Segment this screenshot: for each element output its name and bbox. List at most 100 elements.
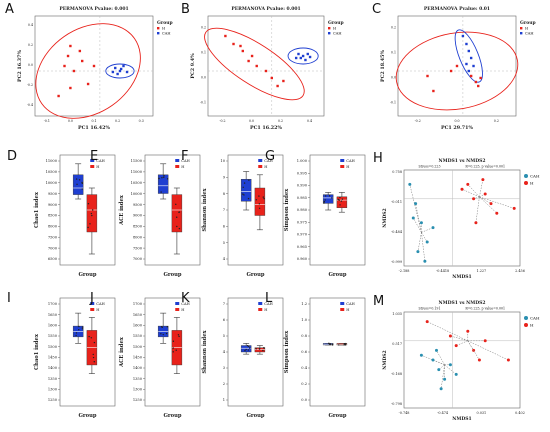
- legend-label-cah: CAH: [346, 159, 354, 163]
- y-tick-label: 0.0: [301, 398, 307, 402]
- y-tick-label: 6500: [48, 257, 58, 261]
- x-axis-label: PC1 16.42%: [78, 125, 110, 131]
- box-h-jitter-point: [258, 203, 261, 205]
- spider-line-h: [467, 184, 480, 198]
- box-cah-jitter-point: [166, 326, 169, 328]
- box-h-jitter-point: [337, 198, 339, 201]
- point-cah: [411, 216, 415, 220]
- y-tick-label: 8000: [48, 225, 58, 229]
- legend-label-cah: CAH: [333, 32, 341, 36]
- boxplot-panel-l: L 1.2 1.0 0.8 0.6 0.4 0.2 0.0 Simpson index Group…: [265, 291, 366, 419]
- point-cah: [408, 182, 412, 186]
- x-tick-label: -2.188: [399, 269, 410, 273]
- y-tick-label: 1350: [48, 377, 58, 381]
- point-h: [432, 89, 435, 93]
- point-h: [250, 54, 254, 58]
- point-h: [469, 74, 473, 78]
- plot-title: PERMANOVA Pvalue: 0.01: [424, 6, 490, 12]
- point-cah: [419, 353, 423, 357]
- box-cah-jitter-point: [75, 332, 78, 334]
- legend-label-cah: CAH: [525, 32, 533, 36]
- y-tick-label: 1650: [133, 313, 143, 317]
- box-h-jitter-point: [178, 335, 180, 338]
- legend-label-h: H: [96, 165, 99, 169]
- point-h: [78, 49, 82, 53]
- plot-frame: [144, 154, 201, 266]
- spider-line-cah: [432, 359, 445, 366]
- legend-label-h: H: [162, 27, 165, 31]
- spider-line-cah: [440, 364, 445, 389]
- legend-label-cah: CAH: [264, 159, 272, 163]
- y-tick-label: 0.985: [297, 196, 308, 200]
- x-tick-label: 0.4: [307, 119, 312, 123]
- panel-letter: F: [181, 149, 188, 164]
- point-h: [282, 79, 285, 83]
- box-cah-jitter-point: [246, 344, 249, 347]
- point-cah: [118, 69, 122, 73]
- y-tick-label: 0.2: [28, 43, 33, 47]
- legend-swatch-h: [157, 27, 160, 30]
- y-tick-label: -0.168: [391, 372, 402, 376]
- y-tick-label: 0.0: [391, 76, 396, 80]
- spider-line-h: [427, 321, 468, 342]
- box-cah-jitter-point: [81, 182, 84, 185]
- panel-letter: L: [265, 291, 273, 306]
- y-tick-label: 6: [223, 318, 226, 322]
- box-h-jitter-point: [93, 361, 95, 363]
- y-tick-label: -0.4: [27, 103, 33, 107]
- point-cah: [431, 358, 435, 362]
- pcoa-panel-b: B PERMANOVA Pvalue: 0.001 -0.2 0.0 0.2 0.4 0.2…: [181, 2, 344, 131]
- y-tick-label: 0.6: [301, 350, 307, 354]
- box-h-jitter-point: [341, 198, 344, 200]
- box-h-jitter-point: [263, 347, 266, 349]
- y-tick-label: 1.000: [297, 159, 308, 163]
- point-cah: [299, 56, 302, 60]
- legend-label-h: H: [264, 165, 267, 169]
- point-cah: [448, 363, 452, 367]
- point-h: [466, 182, 470, 186]
- y-tick-label: 0.0: [201, 76, 206, 80]
- box-cah-jitter-point: [75, 178, 78, 180]
- legend-label-h: H: [181, 308, 184, 312]
- point-h: [57, 94, 60, 98]
- x-axis-label: Group: [246, 272, 264, 278]
- plot-frame: [397, 15, 517, 117]
- point-h: [224, 34, 227, 38]
- x-axis-label: Group: [163, 272, 181, 278]
- box-h-jitter-point: [263, 197, 265, 200]
- x-axis-label: Group: [78, 272, 96, 278]
- box-h-jitter-point: [262, 349, 264, 352]
- x-tick-label: 0.3: [139, 119, 144, 123]
- legend-label-cah: CAH: [181, 159, 189, 163]
- y-tick-label: 1300: [133, 388, 143, 392]
- x-axis-label: NMDS1: [452, 274, 471, 280]
- point-h: [454, 344, 458, 348]
- ellipse-h: [395, 31, 519, 111]
- point-cah: [472, 64, 475, 68]
- legend-swatch-h: [258, 308, 263, 311]
- y-tick-label: 0.0: [28, 63, 33, 67]
- box-cah-jitter-point: [81, 188, 83, 190]
- y-tick-label: -0.484: [391, 230, 402, 234]
- x-tick-label: 0.2: [115, 119, 120, 123]
- y-tick-label: 0.995: [297, 171, 308, 175]
- legend-label-h: H: [264, 308, 267, 312]
- box-cah-jitter-point: [75, 334, 77, 337]
- y-tick-label: 5: [223, 334, 226, 338]
- legend-swatch-cah: [340, 302, 345, 305]
- spider-line-cah: [421, 232, 426, 262]
- box-h-jitter-point: [87, 203, 90, 205]
- point-cah: [304, 58, 307, 62]
- box-h-jitter-point: [91, 214, 93, 217]
- ellipse-cah: [454, 29, 483, 83]
- y-tick-label: 1350: [133, 377, 143, 381]
- plot-frame: [309, 297, 366, 407]
- box-cah-jitter-point: [243, 182, 246, 184]
- y-tick-label: -0.2: [27, 83, 33, 87]
- box-cah-jitter-point: [81, 326, 84, 328]
- point-h: [512, 206, 516, 210]
- legend-swatch-h: [175, 308, 180, 311]
- point-h: [232, 42, 235, 46]
- point-cah: [437, 368, 441, 372]
- spider-line-h: [456, 340, 468, 346]
